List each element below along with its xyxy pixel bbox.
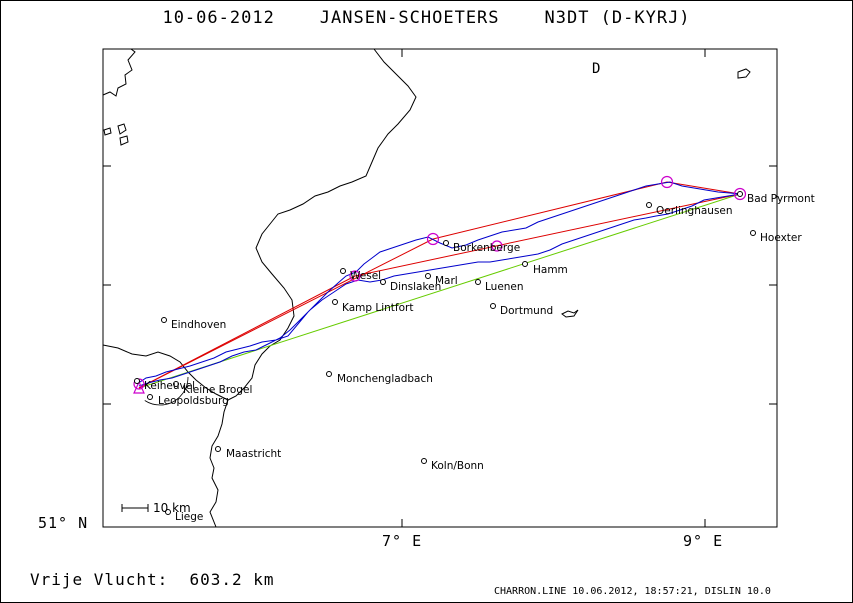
island-1 bbox=[117, 123, 127, 135]
axis-ticks bbox=[103, 49, 777, 527]
flight-date: 10-06-2012 bbox=[162, 8, 275, 28]
city-label: Keiheuvel bbox=[144, 380, 195, 392]
city-label: Marl bbox=[435, 275, 458, 287]
start-triangle bbox=[133, 380, 145, 394]
city-label: Eindhoven bbox=[171, 319, 226, 331]
scale-label: 10 km bbox=[153, 501, 191, 515]
island-3 bbox=[103, 127, 112, 136]
scale-bar: 10 km bbox=[121, 501, 191, 515]
plot-border bbox=[102, 48, 778, 528]
country-label: D bbox=[592, 61, 600, 77]
city-label: Hamm bbox=[533, 264, 568, 276]
city-label: Hoexter bbox=[760, 232, 802, 244]
border-lines bbox=[102, 48, 751, 528]
city-label: Luenen bbox=[485, 281, 524, 293]
city-label: Kamp Lintfort bbox=[342, 302, 413, 314]
turnpoint-3 bbox=[733, 187, 747, 201]
city-label: Monchengladbach bbox=[337, 373, 433, 385]
city-label: Kleine Brogel bbox=[183, 384, 252, 396]
nl-de-border bbox=[227, 48, 417, 401]
limburg-border bbox=[209, 399, 229, 528]
distance-readout: Vrije Vlucht: 603.2 km bbox=[30, 570, 275, 589]
island-2 bbox=[119, 135, 129, 146]
city-markers bbox=[134, 191, 756, 515]
city-label: Wesel bbox=[350, 270, 381, 282]
callsign: N3DT (D-KYRJ) bbox=[544, 8, 691, 28]
longitude-label-7: 7° E bbox=[382, 532, 423, 550]
straight-line bbox=[138, 193, 741, 389]
flight-track bbox=[136, 181, 741, 387]
city-label: Liege bbox=[175, 511, 203, 523]
city-label: Borkenberge bbox=[453, 242, 520, 254]
city-label: Dinslaken bbox=[390, 281, 441, 293]
longitude-label-9: 9° E bbox=[683, 532, 724, 550]
lake-outline bbox=[561, 309, 579, 318]
turnpoint-1 bbox=[426, 232, 440, 246]
coastline bbox=[102, 48, 136, 97]
chart-title: 10-06-2012 JANSEN-SCHOETERS N3DT (D-KYRJ… bbox=[0, 8, 853, 28]
distance-label: Vrije Vlucht: bbox=[30, 570, 169, 589]
turnpoint-4 bbox=[491, 240, 503, 252]
pilot-name: JANSEN-SCHOETERS bbox=[319, 8, 500, 28]
turnpoints bbox=[133, 175, 747, 390]
latitude-label: 51° N bbox=[38, 514, 89, 532]
turnpoint-2 bbox=[660, 175, 674, 189]
city-label: Dortmund bbox=[500, 305, 553, 317]
city-label: Bad Pyrmont bbox=[747, 193, 815, 205]
footer-credit: CHARRON.LINE 10.06.2012, 18:57:21, DISLI… bbox=[494, 586, 771, 597]
city-label: Koln/Bonn bbox=[431, 460, 484, 472]
city-label: Maastricht bbox=[226, 448, 281, 460]
start-sector-circle bbox=[131, 348, 189, 406]
city-label: Oerlinghausen bbox=[656, 205, 733, 217]
city-labels: Bad Pyrmont Hoexter Oerlinghausen Borken… bbox=[144, 193, 815, 523]
be-nl-border bbox=[102, 344, 229, 401]
turnpoint-5 bbox=[349, 270, 361, 282]
distance-value: 603.2 km bbox=[189, 570, 275, 589]
city-label: Leopoldsburg bbox=[158, 395, 229, 407]
island-north-east bbox=[737, 68, 751, 79]
